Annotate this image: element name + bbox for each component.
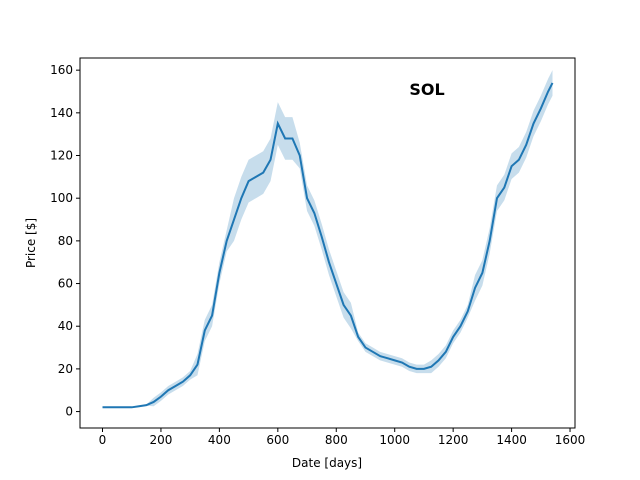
x-tick-label: 200 bbox=[149, 433, 172, 447]
x-tick-label: 600 bbox=[266, 433, 289, 447]
x-tick-label: 0 bbox=[99, 433, 107, 447]
y-tick-label: 120 bbox=[50, 149, 73, 163]
y-tick-label: 60 bbox=[58, 277, 73, 291]
y-tick-label: 40 bbox=[58, 319, 73, 333]
x-tick-label: 400 bbox=[208, 433, 231, 447]
price-line bbox=[102, 82, 554, 409]
x-tick-label: 1600 bbox=[555, 433, 586, 447]
x-axis-label: Date [days] bbox=[292, 456, 362, 470]
y-axis-label: Price [$] bbox=[24, 218, 38, 268]
x-tick-label: 800 bbox=[325, 433, 348, 447]
y-tick-label: 20 bbox=[58, 362, 73, 376]
y-tick-label: 140 bbox=[50, 106, 73, 120]
y-tick-label: 100 bbox=[50, 191, 73, 205]
annotation: SOL bbox=[409, 80, 444, 99]
y-tick-label: 160 bbox=[50, 63, 73, 77]
x-tick-label: 1400 bbox=[496, 433, 527, 447]
x-tick-label: 1000 bbox=[379, 433, 410, 447]
y-tick-label: 80 bbox=[58, 234, 73, 248]
x-tick-label: 1200 bbox=[438, 433, 469, 447]
y-tick-label: 0 bbox=[65, 405, 73, 419]
plot-frame bbox=[79, 57, 576, 429]
